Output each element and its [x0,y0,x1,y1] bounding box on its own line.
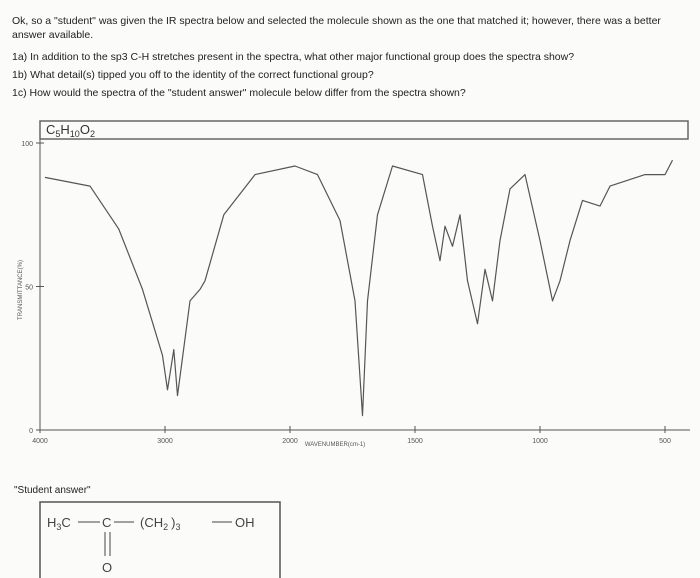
x-tick-label: 4000 [32,438,48,445]
y-tick-label: 100 [21,141,33,148]
x-tick-label: 1500 [407,438,423,445]
atom: H [47,515,56,530]
atom: 3 [56,522,61,532]
question: 1c) How would the spectra of the "studen… [12,87,466,99]
atom: C [61,515,70,530]
formula-part: 10 [70,129,80,139]
formula-part: O [80,122,90,137]
question: 1a) In addition to the sp3 C-H stretches… [12,51,575,63]
atom: O [102,560,112,575]
spectrum-line [44,159,674,417]
x-tick-label: 2000 [282,438,298,445]
atom: 3 [175,522,180,532]
spectrum: 0 50 100 4000 3000 2000 1500 1000 500 WAVENUMBER(… [18,139,690,448]
intro: Ok, so a "student" was given the IR spec… [12,15,661,41]
question: 1b) What detail(s) tipped you off to the… [12,69,374,81]
formula: C5H10O2 [46,122,95,139]
structure: H3C C (CH2)3 OH O [47,515,255,575]
student-label: "Student answer" [14,485,91,496]
formula-part: 5 [55,129,60,139]
structure-box [39,501,281,578]
formula-part: 2 [90,129,95,139]
atom: ) [171,515,175,530]
y-tick-label: 50 [25,285,33,292]
x-axis-label: WAVENUMBER(cm-1) [305,442,365,448]
y-axis-label: TRANSMITTANCE(%) [18,260,24,320]
atom: H3C [47,515,71,532]
x-tick-label: 1000 [532,438,548,445]
y-tick-label: 0 [29,428,33,435]
x-tick-label: 3000 [157,438,173,445]
atom: (CH [140,515,163,530]
atom: OH [235,515,255,530]
formula-part: H [60,122,69,137]
atom: 2 [163,522,168,532]
chain: (CH2)3 [140,515,180,532]
formula-part: C [46,122,55,137]
atom: C [102,515,111,530]
formula-box [39,120,689,140]
x-tick-label: 500 [659,438,671,445]
